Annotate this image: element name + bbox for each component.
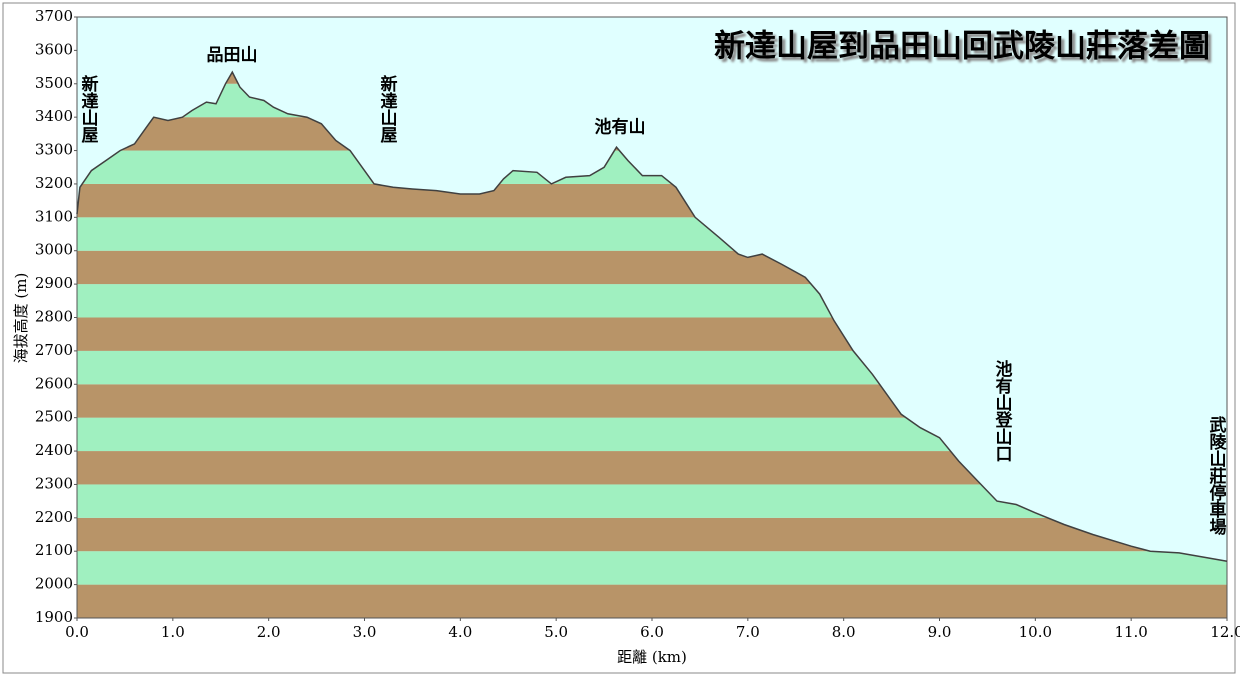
x-tick-label: 3.0 <box>353 623 377 641</box>
y-axis-label: 海拔高度 (m) <box>12 273 30 364</box>
x-tick-label: 12.0 <box>1210 623 1240 641</box>
annotation: 品田山 <box>207 46 258 66</box>
y-tick-label: 3400 <box>35 107 73 125</box>
y-tick-label: 3200 <box>35 174 73 192</box>
x-tick-label: 9.0 <box>928 623 952 641</box>
y-tick-label: 2800 <box>35 308 73 326</box>
x-tick-label: 4.0 <box>448 623 472 641</box>
y-tick-label: 3700 <box>35 7 73 25</box>
x-tick-label: 2.0 <box>257 623 281 641</box>
profile-line <box>76 70 1228 562</box>
x-tick-label: 5.0 <box>544 623 568 641</box>
y-tick-label: 2000 <box>35 575 73 593</box>
band <box>77 584 1227 618</box>
band <box>77 551 1227 585</box>
x-tick-label: 11.0 <box>1114 623 1147 641</box>
y-tick-label: 3500 <box>35 74 73 92</box>
y-tick-label: 2700 <box>35 341 73 359</box>
x-tick-label: 8.0 <box>832 623 856 641</box>
y-tick-label: 3100 <box>35 207 73 225</box>
annotation: 新達山屋 <box>78 74 99 144</box>
y-tick-label: 2300 <box>35 474 73 492</box>
y-tick-label: 2100 <box>35 541 73 559</box>
y-tick-label: 2500 <box>35 408 73 426</box>
annotation: 新達山屋 <box>377 74 398 144</box>
x-axis-label: 距離 (km) <box>617 648 687 666</box>
y-tick-label: 3600 <box>35 40 73 58</box>
y-tick-label: 2600 <box>35 374 73 392</box>
y-tick-label: 2200 <box>35 508 73 526</box>
y-tick-label: 3300 <box>35 141 73 159</box>
y-tick-label: 3000 <box>35 241 73 259</box>
annotation: 武陵山莊停車場 <box>1206 415 1227 536</box>
x-tick-label: 0.0 <box>65 623 89 641</box>
x-tick-label: 6.0 <box>640 623 664 641</box>
x-tick-label: 10.0 <box>1019 623 1052 641</box>
y-tick-label: 2400 <box>35 441 73 459</box>
band <box>77 517 1227 552</box>
y-tick-label: 2900 <box>35 274 73 292</box>
x-tick-label: 1.0 <box>161 623 185 641</box>
annotation: 池有山登山口 <box>992 359 1014 462</box>
annotation: 池有山 <box>595 117 646 138</box>
chart-title: 新達山屋到品田山回武陵山莊落差圖 <box>714 29 1210 65</box>
x-tick-label: 7.0 <box>736 623 760 641</box>
y-tick-label: 1900 <box>35 608 73 626</box>
